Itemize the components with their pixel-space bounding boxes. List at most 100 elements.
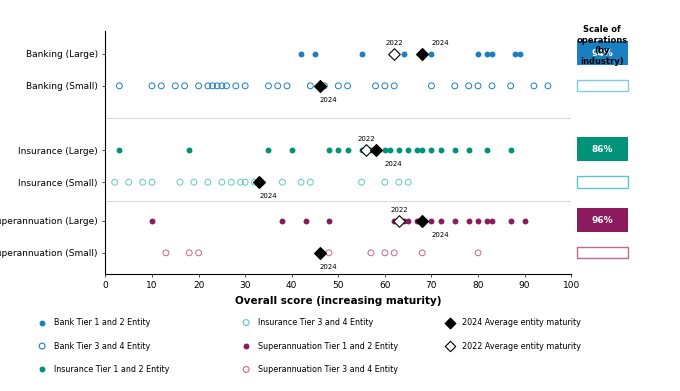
Point [398,50,409,57]
Point [356,50,367,57]
Point [473,250,483,256]
Point [487,50,498,57]
Point [445,343,456,349]
Point [211,83,222,89]
Bar [577,137,628,161]
Point [272,83,283,89]
Point [487,83,498,89]
Point [356,147,367,153]
Point [231,83,241,89]
X-axis label: Overall score (increasing maturity): Overall score (increasing maturity) [235,296,441,306]
Point [370,147,381,153]
Point [324,147,335,153]
Text: Superannuation Tier 3 and 4 Entity: Superannuation Tier 3 and 4 Entity [258,365,398,374]
Point [342,83,353,89]
Point [179,83,190,89]
Text: 2024: 2024 [320,264,337,270]
Point [333,83,343,89]
Point [394,147,405,153]
Point [417,147,428,153]
Point [114,147,125,153]
Point [412,218,423,224]
Point [389,218,400,224]
Point [305,179,316,185]
Point [394,218,405,224]
Point [147,179,158,185]
Point [463,218,474,224]
Point [482,147,493,153]
Point [296,179,307,185]
Text: 94%: 94% [592,48,613,57]
Bar [577,247,628,258]
Text: Bank Tier 1 and 2 Entity: Bank Tier 1 and 2 Entity [54,318,151,327]
Point [515,50,526,57]
Point [505,83,516,89]
Point [417,250,428,256]
Point [249,179,260,185]
Point [240,179,251,185]
Point [147,218,158,224]
Text: Insurance Tier 3 and 4 Entity: Insurance Tier 3 and 4 Entity [258,318,373,327]
Point [445,319,456,326]
Point [505,218,516,224]
Text: 2024: 2024 [432,232,449,238]
Point [109,179,120,185]
Point [426,147,437,153]
Point [240,83,251,89]
Point [403,218,413,224]
Point [226,179,237,185]
Point [449,218,460,224]
Point [282,83,292,89]
Point [520,218,530,224]
Point [403,179,413,185]
Point [426,83,437,89]
Text: 2022: 2022 [386,40,403,46]
Point [314,83,325,89]
Point [365,147,376,153]
Point [505,147,516,153]
Text: Scale of
operations
(by
industry): Scale of operations (by industry) [576,25,628,66]
Point [305,83,316,89]
Text: 2024: 2024 [259,194,277,199]
Point [473,218,483,224]
Point [175,179,186,185]
Point [37,366,48,373]
Point [482,50,493,57]
Bar [577,208,628,232]
Text: 86%: 86% [592,145,613,154]
Point [426,218,437,224]
Point [314,83,325,89]
Point [389,50,400,57]
Point [487,218,498,224]
Point [384,147,395,153]
Point [370,83,381,89]
Point [263,147,274,153]
Point [412,147,423,153]
Point [528,83,539,89]
Point [379,147,390,153]
Point [37,343,48,349]
Point [342,147,353,153]
Point [324,218,335,224]
Point [123,179,134,185]
Text: 2022: 2022 [358,136,375,142]
Point [417,50,428,57]
Point [263,83,274,89]
Point [398,218,409,224]
Point [277,218,288,224]
Point [193,250,204,256]
Text: Superannuation Tier 1 and 2 Entity: Superannuation Tier 1 and 2 Entity [258,341,398,351]
Point [389,50,400,57]
Point [296,50,307,57]
Point [426,50,437,57]
Point [37,319,48,326]
Point [301,218,311,224]
Point [314,250,325,256]
Text: 2022: 2022 [390,207,408,213]
Point [389,83,400,89]
Point [221,83,232,89]
Point [319,83,330,89]
Point [114,83,125,89]
Point [277,179,288,185]
Point [356,179,367,185]
